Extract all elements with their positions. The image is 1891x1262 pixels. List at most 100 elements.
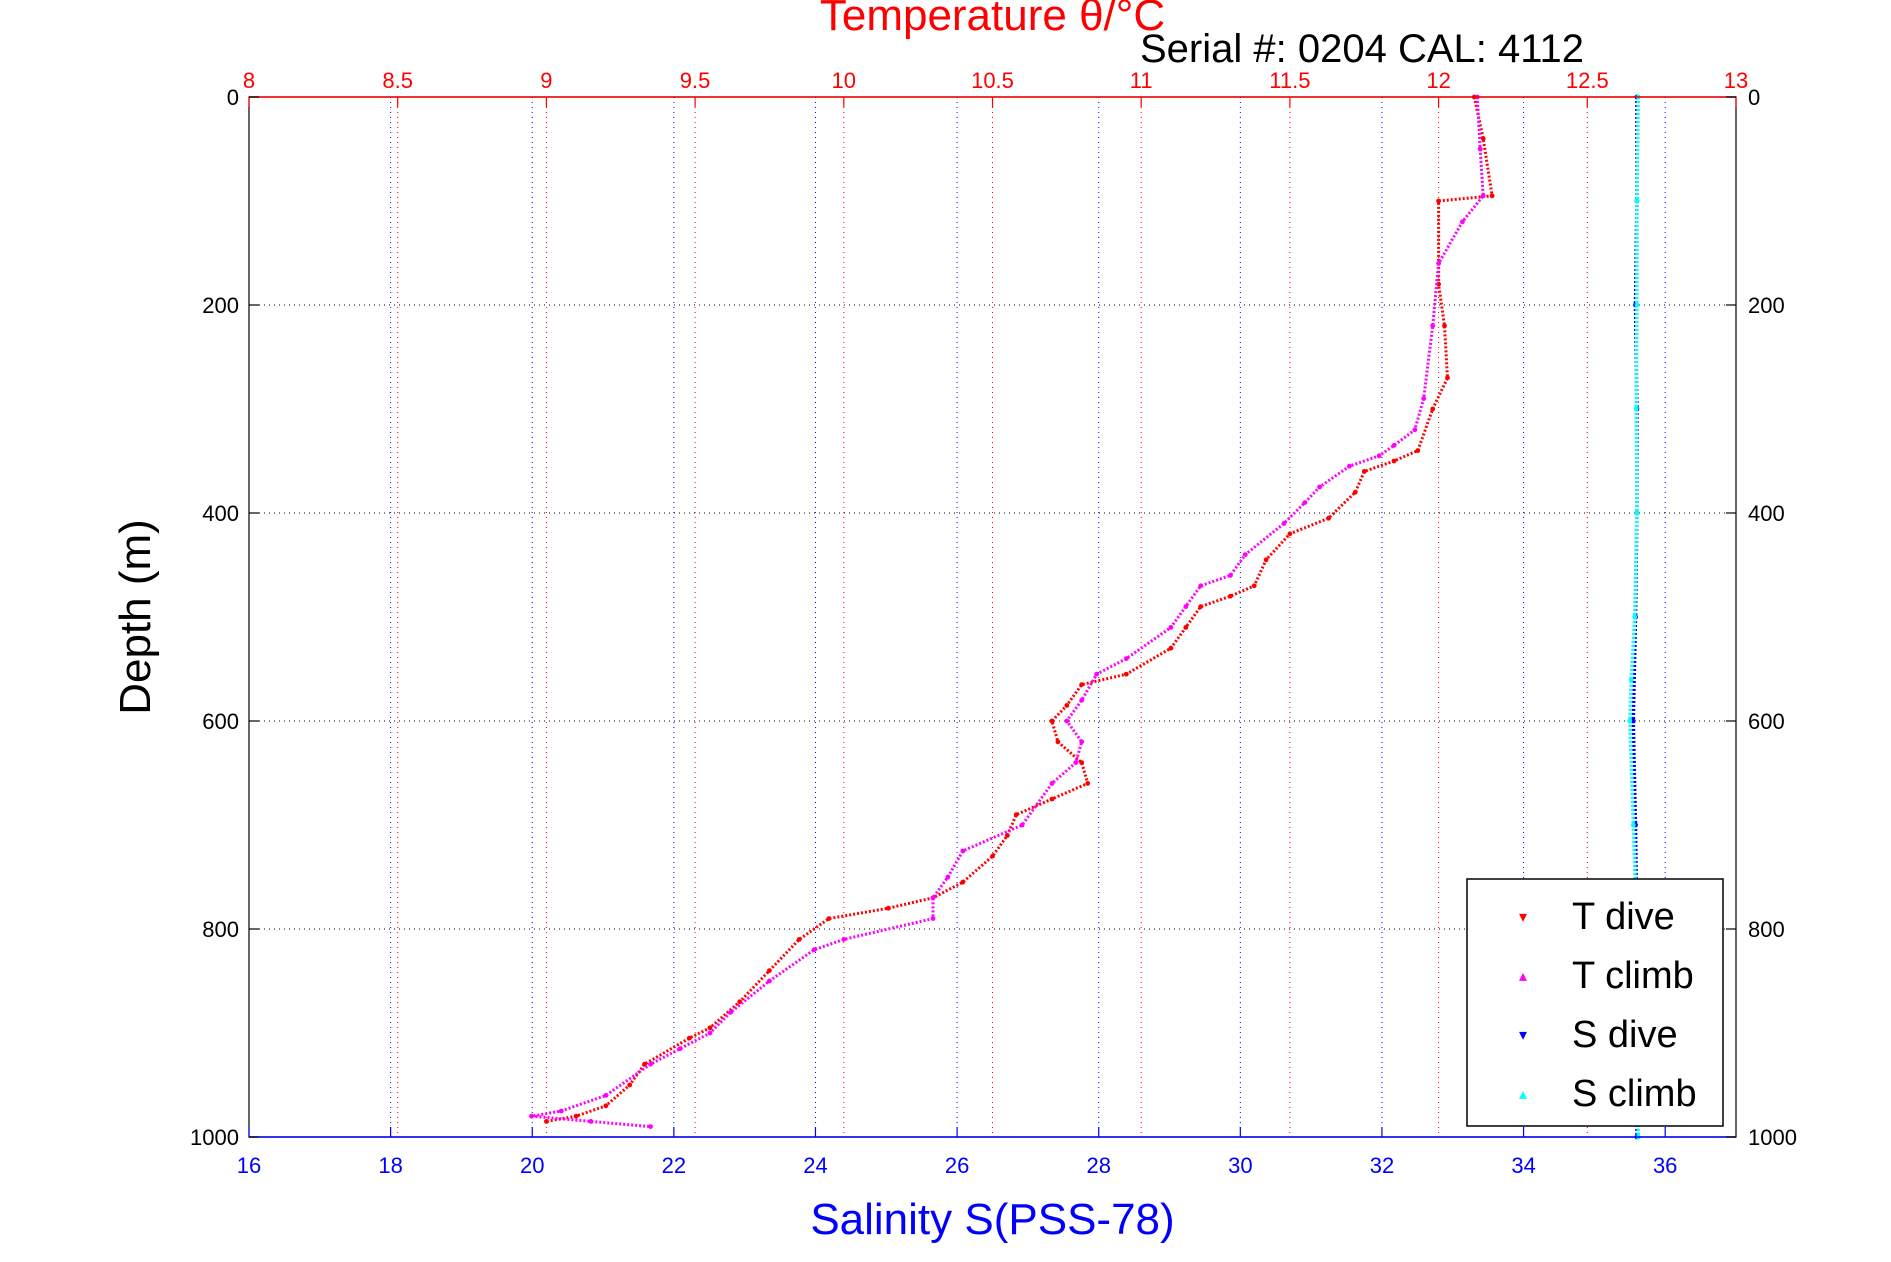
data-point — [1445, 375, 1450, 381]
data-point — [1064, 718, 1070, 724]
data-point — [1630, 718, 1636, 724]
data-point — [945, 874, 951, 880]
data-point — [642, 1061, 647, 1067]
data-point — [1442, 323, 1447, 329]
data-point — [767, 968, 772, 973]
data-point — [1633, 406, 1639, 412]
data-point — [1489, 193, 1495, 199]
series-trace — [546, 96, 1494, 1123]
y-left-tick-label: 400 — [202, 501, 239, 526]
data-point — [1198, 604, 1204, 609]
data-point — [603, 1103, 609, 1109]
data-point — [573, 1113, 579, 1119]
data-point — [1094, 671, 1099, 677]
x-top-tick-label: 12.5 — [1566, 68, 1609, 93]
data-point — [1281, 521, 1287, 526]
x-bottom-tick-label: 24 — [803, 1153, 827, 1178]
data-point — [1436, 198, 1441, 204]
data-point — [588, 1119, 594, 1124]
series-t-climb — [529, 94, 1486, 1129]
grid-layer — [248, 96, 1737, 1138]
y-right-tick-label: 800 — [1748, 917, 1785, 942]
data-point — [1391, 458, 1397, 464]
legend: ▾ T dive ▴ T climb ▾ S dive ▴ S climb — [1466, 878, 1724, 1127]
data-point — [1477, 146, 1483, 152]
data-point — [1627, 718, 1633, 724]
data-point — [1064, 703, 1070, 708]
data-point — [1347, 463, 1352, 469]
data-point — [1242, 552, 1248, 557]
data-point — [930, 916, 936, 921]
y-axis-label: Depth (m) — [111, 519, 160, 715]
data-point — [1634, 302, 1640, 308]
data-point — [1055, 739, 1061, 745]
data-point — [707, 1030, 713, 1036]
data-point — [1198, 583, 1204, 589]
y-right-tick-label: 400 — [1748, 501, 1785, 526]
x-bottom-tick-label: 16 — [237, 1153, 261, 1178]
y-right-tick-label: 1000 — [1748, 1125, 1797, 1150]
data-point — [1263, 557, 1269, 563]
data-point — [930, 895, 936, 901]
legend-label: T dive — [1572, 896, 1675, 938]
data-point — [1183, 604, 1189, 609]
tick-layer: 16 18 20 22 24 26 28 30 32 34 36 8 8.5 9 9.5 10 10.5 11 11… — [190, 68, 1797, 1178]
x-top-tick-label: 10 — [832, 68, 856, 93]
legend-marker: ▴ — [1519, 1086, 1527, 1103]
data-point — [1415, 448, 1421, 453]
data-point — [1079, 697, 1085, 703]
data-point — [1287, 531, 1293, 537]
data-point — [1460, 219, 1465, 225]
x-top-tick-label: 9 — [540, 68, 552, 93]
x-top-tick-label: 8.5 — [382, 68, 413, 93]
legend-box — [1466, 878, 1724, 1127]
data-point — [826, 916, 832, 921]
x-bottom-tick-label: 28 — [1086, 1153, 1110, 1178]
data-point — [1123, 656, 1129, 661]
data-point — [728, 1009, 734, 1015]
legend-label: S climb — [1572, 1073, 1697, 1115]
legend-label: T climb — [1572, 955, 1694, 997]
x-bottom-tick-label: 26 — [945, 1153, 969, 1178]
x-bottom-tick-label: 36 — [1653, 1153, 1677, 1178]
data-point — [960, 879, 966, 885]
legend-marker: ▴ — [1519, 968, 1527, 985]
y-left-tick-label: 600 — [202, 709, 239, 734]
x-axis-label: Salinity S(PSS-78) — [810, 1195, 1174, 1244]
y-right-tick-label: 200 — [1748, 293, 1785, 318]
data-point — [1005, 833, 1010, 838]
data-point — [1352, 489, 1358, 495]
data-point — [1019, 822, 1025, 828]
data-point — [1480, 193, 1486, 199]
data-point — [1302, 500, 1308, 505]
data-point — [686, 1035, 692, 1041]
data-point — [1073, 760, 1079, 765]
series-t-dive — [544, 94, 1495, 1124]
data-point — [529, 1113, 534, 1119]
x-top-tick-label: 13 — [1724, 68, 1748, 93]
y-left-tick-label: 200 — [202, 293, 239, 318]
x-bottom-tick-label: 20 — [520, 1153, 544, 1178]
x-top-tick-label: 8 — [243, 68, 255, 93]
data-point — [1634, 198, 1640, 204]
data-point — [1361, 469, 1367, 474]
data-point — [1430, 323, 1436, 329]
data-point — [1317, 484, 1322, 490]
data-point — [1634, 510, 1640, 516]
data-point — [648, 1061, 653, 1067]
data-point — [1228, 593, 1233, 599]
data-point — [677, 1046, 683, 1051]
x-top-tick-label: 11 — [1130, 68, 1153, 93]
data-point — [1049, 718, 1055, 724]
y-right-tick-label: 600 — [1748, 709, 1785, 734]
data-point — [990, 853, 995, 859]
x-bottom-tick-label: 30 — [1228, 1153, 1252, 1178]
data-point — [1436, 261, 1441, 266]
y-right-tick-label: 0 — [1748, 85, 1760, 110]
data-point — [1630, 822, 1636, 828]
serial-cal-header: Serial #: 0204 CAL: 4112 — [1140, 27, 1584, 71]
data-point — [960, 848, 966, 854]
data-point — [1376, 453, 1382, 459]
x-bottom-tick-label: 32 — [1370, 1153, 1394, 1178]
